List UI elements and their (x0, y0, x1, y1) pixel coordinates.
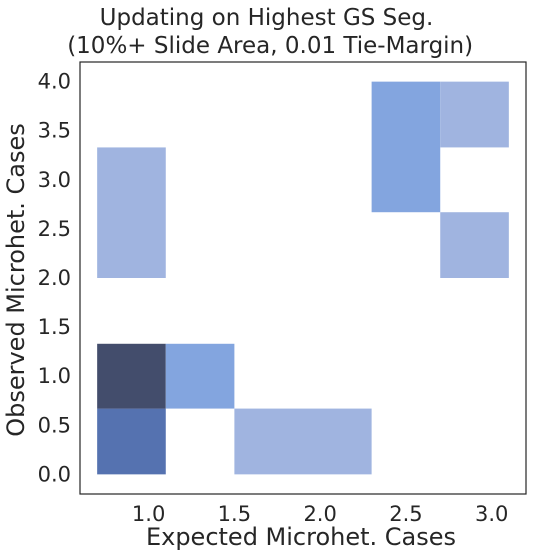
heatmap-cell-7 (440, 212, 509, 278)
heatmap-cells (97, 81, 509, 475)
heatmap-cell-4 (97, 147, 166, 278)
x-axis-label: Expected Microhet. Cases (146, 523, 456, 551)
heatmap-cell-2 (165, 343, 235, 409)
plot-frame (79, 61, 527, 495)
heatmap-cell-3 (234, 408, 372, 475)
y-tick-label: 0.0 (38, 462, 71, 486)
y-tick-label: 0.5 (38, 413, 71, 437)
heatmap-cell-0 (97, 408, 166, 475)
y-tick-label: 2.5 (38, 217, 71, 241)
x-tick-label: 2.5 (389, 502, 422, 526)
y-tick-label: 2.0 (38, 266, 71, 290)
y-tick-label: 1.5 (38, 315, 71, 339)
x-tick-label: 1.5 (218, 502, 251, 526)
x-tick-label: 1.0 (132, 502, 165, 526)
y-tick-label: 4.0 (38, 70, 71, 94)
chart-title-line-2: (10%+ Slide Area, 0.01 Tie-Margin) (59, 33, 474, 59)
y-tick-label: 3.5 (38, 119, 71, 143)
y-tick-label: 1.0 (38, 364, 71, 388)
heatmap-cell-5 (371, 81, 441, 213)
x-tick-label: 3.0 (475, 502, 508, 526)
y-axis-label: Observed Microhet. Cases (2, 123, 30, 437)
heatmap-cell-6 (440, 81, 509, 148)
chart-title-line-1: Updating on Highest GS Seg. (99, 5, 434, 31)
heatmap-cell-1 (97, 343, 166, 409)
y-tick-labels: 0.0 0.5 1.0 1.5 2.0 2.5 3.0 3.5 4.0 (38, 70, 71, 487)
x-tick-label: 2.0 (303, 502, 336, 526)
y-tick-label: 3.0 (38, 168, 71, 192)
x-tick-labels: 1.0 1.5 2.0 2.5 3.0 (132, 502, 508, 526)
